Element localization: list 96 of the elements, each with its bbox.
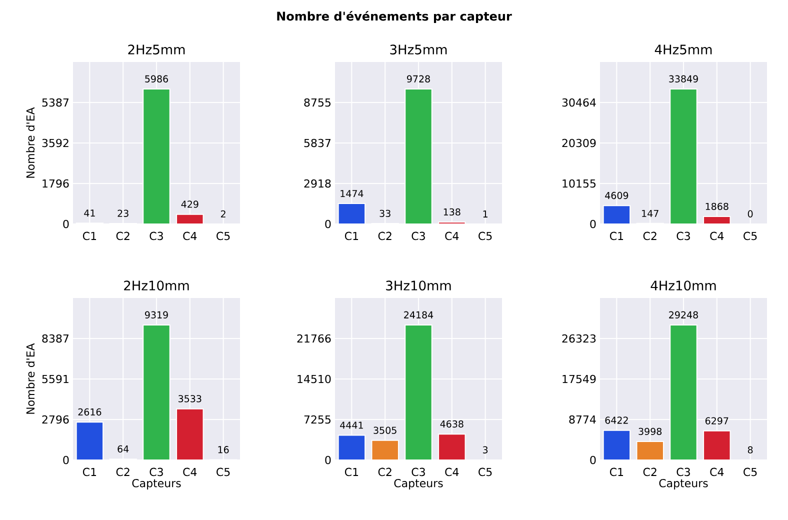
- data-label: 23: [118, 210, 128, 217]
- y-tick-label: 21766: [297, 334, 331, 343]
- y-tick-label: 0: [590, 220, 596, 228]
- y-tick-label: 7255: [304, 415, 330, 424]
- data-label: 4441: [340, 422, 363, 429]
- x-tick-label: C2: [643, 468, 656, 476]
- chart-title: 3Hz5mm: [390, 44, 447, 54]
- x-tick-label: C1: [82, 468, 96, 476]
- y-tick-label: 26323: [562, 334, 596, 343]
- x-tick-label: C5: [216, 468, 230, 476]
- chart-title: 4Hz10mm: [650, 280, 716, 290]
- x-tick-label: C2: [643, 232, 656, 240]
- data-label: 1474: [340, 190, 364, 198]
- x-tick-label: C2: [116, 232, 130, 240]
- y-tick-label: 8387: [42, 334, 69, 343]
- data-label: 3998: [638, 428, 662, 436]
- x-tick-label: C3: [150, 232, 163, 240]
- y-tick-label: 10155: [562, 179, 596, 188]
- data-label: 138: [444, 208, 460, 216]
- y-tick-label: 0: [590, 456, 596, 464]
- y-tick-label: 0: [63, 456, 69, 464]
- data-label: 3505: [374, 426, 396, 434]
- data-label: 0: [748, 210, 753, 218]
- x-tick-label: C3: [676, 468, 690, 476]
- data-label: 4638: [440, 420, 464, 428]
- y-tick-label: 5387: [42, 98, 69, 107]
- data-label: 33849: [669, 75, 698, 82]
- x-axis-title: Capteurs: [394, 478, 443, 490]
- y-tick-label: 5837: [304, 138, 331, 148]
- data-label: 16: [218, 446, 229, 454]
- data-label: 6422: [605, 416, 628, 424]
- y-tick-label: 17549: [562, 374, 596, 384]
- x-tick-label: C2: [378, 232, 392, 240]
- x-tick-label: C4: [710, 232, 724, 240]
- x-tick-label: C5: [744, 468, 757, 476]
- chart-title: 3Hz10mm: [386, 280, 451, 290]
- data-label: 147: [642, 210, 658, 217]
- x-tick-label: C5: [216, 232, 230, 240]
- y-tick-label: 20309: [562, 138, 596, 148]
- text: Nombre d'événements par capteur: [277, 10, 512, 24]
- y-tick-label: 3592: [42, 138, 68, 148]
- data-label: 1: [483, 210, 488, 218]
- x-tick-label: C2: [378, 468, 392, 476]
- y-tick-label: 0: [325, 220, 331, 228]
- data-label: 4609: [605, 192, 628, 200]
- x-tick-label: C4: [183, 232, 197, 240]
- data-label: 3: [483, 446, 488, 454]
- data-label: 3533: [178, 395, 202, 402]
- data-label: 33: [380, 210, 390, 218]
- y-tick-label: 5591: [42, 374, 68, 384]
- chart-title: 2Hz10mm: [124, 280, 189, 290]
- data-label: 6297: [705, 417, 728, 424]
- y-tick-label: 30464: [562, 98, 596, 107]
- x-tick-label: C3: [412, 232, 425, 240]
- data-label: 8: [748, 446, 753, 454]
- x-tick-label: C4: [710, 468, 724, 476]
- x-tick-label: C5: [478, 468, 492, 476]
- y-tick-label: 2918: [304, 179, 331, 188]
- x-tick-label: C4: [445, 468, 459, 476]
- data-label: 2: [220, 210, 226, 218]
- x-tick-label: C1: [610, 468, 624, 476]
- y-axis-title: Nombre d'EA: [26, 107, 35, 178]
- x-tick-label: C1: [82, 232, 96, 240]
- x-tick-label: C4: [183, 468, 197, 476]
- data-label: 2616: [78, 408, 102, 416]
- x-tick-label: C3: [150, 468, 163, 476]
- data-label: 24184: [404, 311, 434, 318]
- x-tick-label: C1: [344, 232, 358, 240]
- data-label: 64: [118, 445, 129, 453]
- y-tick-label: 0: [63, 220, 69, 228]
- data-label: 429: [181, 200, 198, 208]
- x-tick-label: C4: [445, 232, 459, 240]
- x-tick-label: C2: [116, 468, 130, 476]
- y-tick-label: 8755: [304, 98, 330, 107]
- x-tick-label: C3: [412, 468, 425, 476]
- data-label: 1868: [706, 202, 728, 210]
- x-axis-title: Capteurs: [659, 478, 708, 490]
- x-tick-label: C5: [478, 232, 492, 240]
- x-tick-label: C1: [610, 232, 624, 240]
- x-axis-title: Capteurs: [132, 478, 181, 490]
- y-tick-label: 2796: [42, 415, 69, 424]
- x-tick-label: C5: [744, 232, 757, 240]
- data-label: 9319: [145, 311, 168, 318]
- chart-title: 2Hz5mm: [128, 44, 185, 54]
- y-tick-label: 1796: [42, 179, 69, 188]
- data-label: 9728: [407, 75, 430, 82]
- y-tick-label: 14510: [298, 374, 331, 384]
- y-tick-label: 8774: [569, 415, 596, 424]
- data-label: 41: [84, 210, 95, 217]
- chart-title: 4Hz5mm: [654, 44, 712, 54]
- x-tick-label: C3: [676, 232, 690, 240]
- y-tick-label: 0: [325, 456, 331, 464]
- x-tick-label: C1: [344, 468, 358, 476]
- y-axis-title: Nombre d'EA: [26, 343, 35, 414]
- data-label: 5986: [145, 75, 168, 82]
- data-label: 29248: [669, 311, 698, 318]
